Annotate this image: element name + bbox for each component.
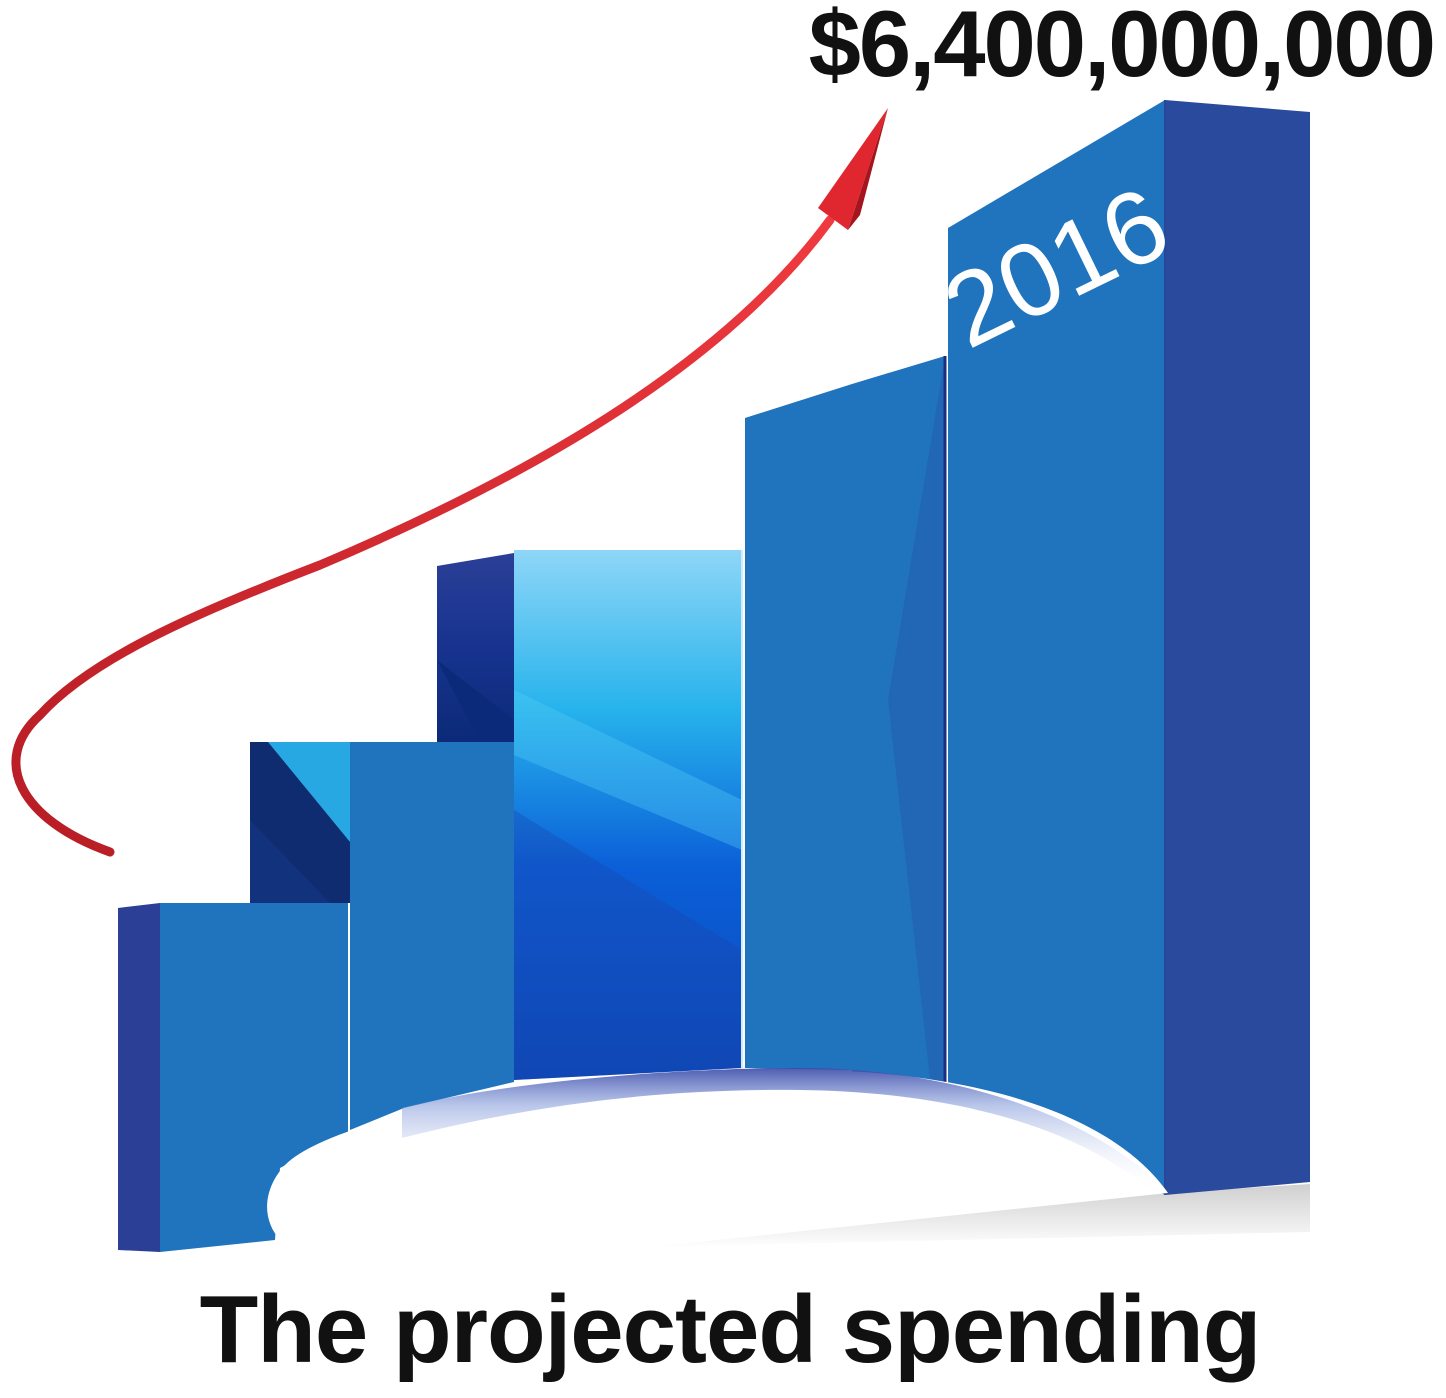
chart-caption: The projected spending [200, 1276, 1261, 1383]
annotation-amount: $6,400,000,000 [809, 0, 1434, 96]
bar-3 [437, 550, 743, 1080]
trend-arrow-curve [11, 215, 835, 857]
bar-1 [118, 903, 348, 1252]
base-rim [402, 1068, 1168, 1193]
bar-5 [943, 100, 1310, 1195]
bar-4 [745, 356, 945, 1084]
trend-arrow-head [818, 108, 888, 230]
bar-2 [250, 742, 514, 1130]
